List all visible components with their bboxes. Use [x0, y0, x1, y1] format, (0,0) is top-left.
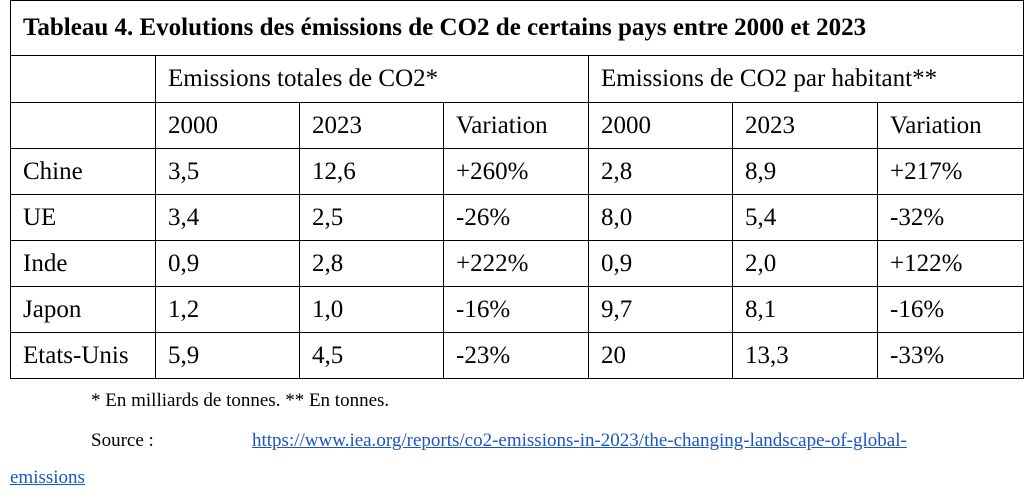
data-cell: 2,8 — [588, 148, 733, 195]
footnote: * En milliards de tonnes. ** En tonnes. — [91, 390, 390, 411]
subheader-total-2023: 2023 — [299, 102, 444, 149]
data-cell: 2,8 — [299, 240, 444, 287]
empty-subheader-cell — [10, 102, 156, 149]
data-cell: 8,0 — [588, 194, 733, 241]
data-cell: +222% — [443, 240, 589, 287]
co2-emissions-table: Tableau 4. Evolutions des émissions de C… — [9, 0, 1025, 379]
empty-header-cell — [10, 55, 156, 103]
country-cell: Chine — [10, 148, 156, 195]
data-cell: 13,3 — [732, 332, 878, 379]
data-cell: 0,9 — [588, 240, 733, 287]
data-cell: -23% — [443, 332, 589, 379]
data-cell: 0,9 — [155, 240, 300, 287]
data-cell: 9,7 — [588, 286, 733, 333]
data-cell: 5,4 — [732, 194, 878, 241]
data-cell: 2,5 — [299, 194, 444, 241]
table-row: Chine 3,5 12,6 +260% 2,8 8,9 +217% — [10, 148, 1025, 195]
subheader-capita-2000: 2000 — [588, 102, 733, 149]
country-cell: UE — [10, 194, 156, 241]
data-cell: -33% — [876, 332, 1025, 379]
data-cell: 3,4 — [155, 194, 300, 241]
data-cell: 20 — [588, 332, 733, 379]
data-cell: 8,9 — [732, 148, 878, 195]
table-row: Japon 1,2 1,0 -16% 9,7 8,1 -16% — [10, 286, 1025, 333]
source-link-continuation[interactable]: emissions — [10, 467, 85, 488]
data-cell: -16% — [443, 286, 589, 333]
table-row: UE 3,4 2,5 -26% 8,0 5,4 -32% — [10, 194, 1025, 241]
data-cell: +260% — [443, 148, 589, 195]
country-cell: Japon — [10, 286, 156, 333]
data-cell: 3,5 — [155, 148, 300, 195]
data-cell: 8,1 — [732, 286, 878, 333]
data-cell: -16% — [876, 286, 1025, 333]
subheader-capita-2023: 2023 — [732, 102, 878, 149]
source-link[interactable]: https://www.iea.org/reports/co2-emission… — [252, 430, 907, 451]
data-cell: +122% — [876, 240, 1025, 287]
country-cell: Inde — [10, 240, 156, 287]
data-cell: 12,6 — [299, 148, 444, 195]
data-cell: 1,0 — [299, 286, 444, 333]
data-cell: +217% — [876, 148, 1025, 195]
data-cell: -32% — [876, 194, 1025, 241]
data-cell: 4,5 — [299, 332, 444, 379]
table-row: Inde 0,9 2,8 +222% 0,9 2,0 +122% — [10, 240, 1025, 287]
subheader-capita-variation: Variation — [876, 102, 1025, 149]
group-header-per-capita-emissions: Emissions de CO2 par habitant** — [587, 55, 1025, 103]
data-cell: -26% — [443, 194, 589, 241]
table-title: Tableau 4. Evolutions des émissions de C… — [9, 0, 1025, 56]
data-cell: 5,9 — [155, 332, 300, 379]
group-header-total-emissions: Emissions totales de CO2* — [155, 55, 589, 103]
table-row: Etats-Unis 5,9 4,5 -23% 20 13,3 -33% — [10, 332, 1025, 379]
subheader-total-2000: 2000 — [155, 102, 300, 149]
source-label: Source : — [91, 430, 154, 451]
data-cell: 1,2 — [155, 286, 300, 333]
subheader-total-variation: Variation — [443, 102, 589, 149]
data-cell: 2,0 — [732, 240, 878, 287]
country-cell: Etats-Unis — [10, 332, 156, 379]
